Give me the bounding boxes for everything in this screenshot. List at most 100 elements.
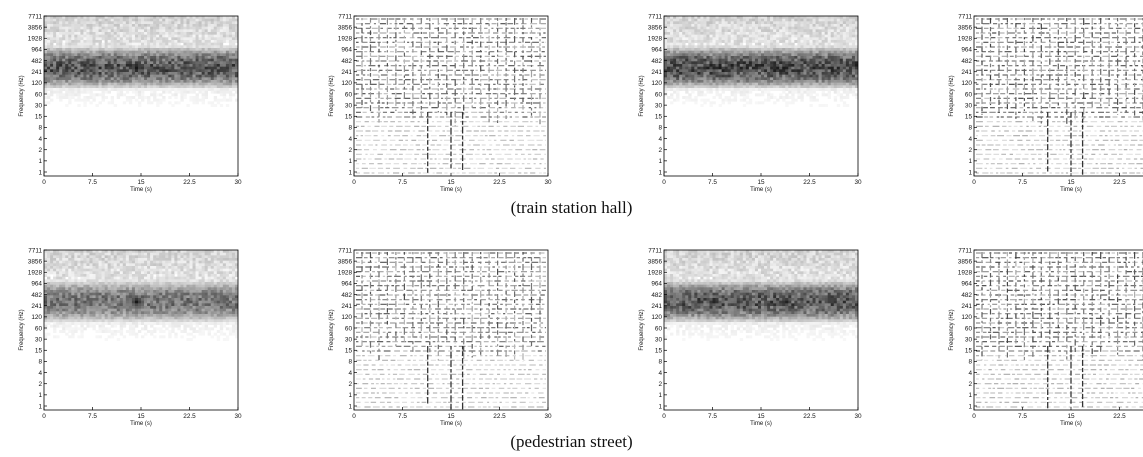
- y-tick-label: 1928: [958, 36, 973, 43]
- heatmap-cells-street-1: [44, 250, 238, 341]
- y-tick-label: 1928: [28, 270, 43, 277]
- y-tick-label: 3856: [648, 258, 663, 265]
- x-axis-label: Time (s): [440, 421, 462, 427]
- x-tick-label: 0: [662, 413, 666, 420]
- y-axis-label: Frequency (Hz): [329, 75, 335, 116]
- y-tick-label: 482: [341, 58, 352, 65]
- y-tick-label: 1: [348, 403, 352, 410]
- y-tick-label: 3856: [338, 258, 353, 265]
- x-tick-label: 7.5: [88, 413, 97, 420]
- spectrogram-panel-street-4: 1 1 2 4 8 15 30 60 120 241 482 964 1928 3856 7711 0 7.5 1…: [938, 238, 1143, 438]
- x-tick-label: 7.5: [88, 179, 97, 186]
- y-tick-label: 964: [31, 47, 42, 54]
- y-tick-label: 8: [38, 359, 42, 366]
- y-axis-label: Frequency (Hz): [639, 309, 645, 350]
- y-tick-label: 1928: [28, 36, 43, 43]
- x-axis-label: Time (s): [1060, 421, 1082, 427]
- y-tick-label: 482: [341, 292, 352, 299]
- spectrogram-panel-street-3: 1 1 2 4 8 15 30 60 120 241 482 964 1928 3856 7711 0 7.5 1…: [628, 238, 868, 438]
- heatmap-cells-street-2: [356, 252, 546, 410]
- y-tick-label: 482: [31, 292, 42, 299]
- y-tick-label: 8: [658, 125, 662, 132]
- caption-train-station-hall: (train station hall): [510, 198, 633, 217]
- x-tick-label: 0: [42, 413, 46, 420]
- y-tick-label: 2: [968, 381, 972, 388]
- y-tick-label: 30: [35, 102, 43, 109]
- y-tick-label: 1: [968, 392, 972, 399]
- y-tick-label: 2: [348, 381, 352, 388]
- heatmap-cells-hall-3: [664, 16, 858, 107]
- x-tick-label: 0: [662, 179, 666, 186]
- y-tick-label: 120: [651, 80, 662, 87]
- y-tick-label: 964: [341, 47, 352, 54]
- spectrogram-panel-street-2: 1 1 2 4 8 15 30 60 120 241 482 964 1928 3856 7711 0 7.5 1…: [318, 238, 558, 438]
- y-axis-label: Frequency (Hz): [19, 309, 25, 350]
- y-tick-label: 3856: [28, 258, 43, 265]
- x-tick-label: 0: [352, 179, 356, 186]
- panel-svg-street-4: 1 1 2 4 8 15 30 60 120 241 482 964 1928 3856 7711 0 7.5 1…: [949, 247, 1143, 427]
- x-tick-label: 15: [757, 413, 765, 420]
- y-tick-label: 1: [38, 392, 42, 399]
- spectrogram-panel-street-1: 1 1 2 4 8 15 30 60 120 241 482 964 1928 3856 7711 0 7.5 1…: [8, 238, 248, 438]
- y-tick-label: 7711: [28, 247, 42, 254]
- spectrogram-panel-hall-3: 1 1 2 4 8 15 30 60 120 241 482 964 1928 3856 7711 0 7.5 1…: [628, 4, 868, 204]
- y-tick-label: 1: [658, 392, 662, 399]
- y-tick-label: 30: [655, 336, 663, 343]
- y-tick-label: 120: [961, 314, 972, 321]
- y-axis-label: Frequency (Hz): [19, 75, 25, 116]
- y-tick-label: 241: [341, 69, 352, 76]
- y-tick-label: 1: [658, 403, 662, 410]
- y-tick-label: 241: [341, 303, 352, 310]
- y-tick-label: 4: [348, 136, 352, 143]
- y-tick-label: 964: [651, 47, 662, 54]
- x-tick-label: 7.5: [1018, 413, 1027, 420]
- y-tick-label: 3856: [338, 24, 353, 31]
- y-tick-label: 30: [345, 336, 353, 343]
- y-tick-label: 15: [35, 114, 43, 121]
- y-axis-label: Frequency (Hz): [329, 309, 335, 350]
- heatmap-cells-hall-4: [976, 18, 1143, 175]
- y-tick-label: 1928: [958, 270, 973, 277]
- y-tick-label: 8: [968, 359, 972, 366]
- y-tick-label: 482: [651, 58, 662, 65]
- y-tick-label: 15: [965, 348, 973, 355]
- y-tick-label: 4: [658, 370, 662, 377]
- x-tick-label: 30: [854, 179, 862, 186]
- y-tick-label: 4: [38, 136, 42, 143]
- y-tick-label: 60: [965, 91, 973, 98]
- y-axis-label: Frequency (Hz): [639, 75, 645, 116]
- y-tick-label: 3856: [958, 24, 973, 31]
- y-tick-label: 1: [38, 169, 42, 176]
- panel-svg-hall-3: 1 1 2 4 8 15 30 60 120 241 482 964 1928 3856 7711 0 7.5 1…: [639, 13, 862, 193]
- y-axis-label: Frequency (Hz): [949, 309, 955, 350]
- spectrogram-panel-hall-1: 1 1 2 4 8 15 30 60 120 241 482 964 1928 3856 7711 0 7.5 1…: [8, 4, 248, 204]
- y-tick-label: 4: [968, 136, 972, 143]
- y-tick-label: 1: [348, 169, 352, 176]
- y-tick-label: 2: [658, 147, 662, 154]
- x-tick-label: 0: [42, 179, 46, 186]
- y-tick-label: 241: [651, 69, 662, 76]
- y-tick-label: 241: [961, 303, 972, 310]
- heatmap-cells-street-3: [664, 250, 858, 341]
- y-tick-label: 7711: [958, 247, 972, 254]
- y-tick-label: 7711: [648, 247, 662, 254]
- x-tick-label: 7.5: [398, 179, 407, 186]
- x-tick-label: 22.5: [803, 179, 816, 186]
- x-tick-label: 30: [544, 413, 552, 420]
- panel-svg-hall-4: 1 1 2 4 8 15 30 60 120 241 482 964 1928 3856 7711 0 7.5 1…: [949, 13, 1143, 193]
- y-tick-label: 7711: [648, 13, 662, 20]
- spectrogram-panel-hall-2: 1 1 2 4 8 15 30 60 120 241 482 964 1928 3856 7711 0 7.5 1…: [318, 4, 558, 204]
- x-axis-label: Time (s): [750, 187, 772, 193]
- y-tick-label: 1: [658, 158, 662, 165]
- x-tick-label: 15: [447, 413, 455, 420]
- y-tick-label: 964: [961, 281, 972, 288]
- heatmap-cells-street-4: [976, 252, 1143, 409]
- y-tick-label: 964: [31, 281, 42, 288]
- y-tick-label: 7711: [28, 13, 42, 20]
- y-tick-label: 3856: [958, 258, 973, 265]
- y-tick-label: 120: [961, 80, 972, 87]
- y-tick-label: 7711: [958, 13, 972, 20]
- y-tick-label: 30: [35, 336, 43, 343]
- y-tick-label: 2: [968, 147, 972, 154]
- y-tick-label: 8: [658, 359, 662, 366]
